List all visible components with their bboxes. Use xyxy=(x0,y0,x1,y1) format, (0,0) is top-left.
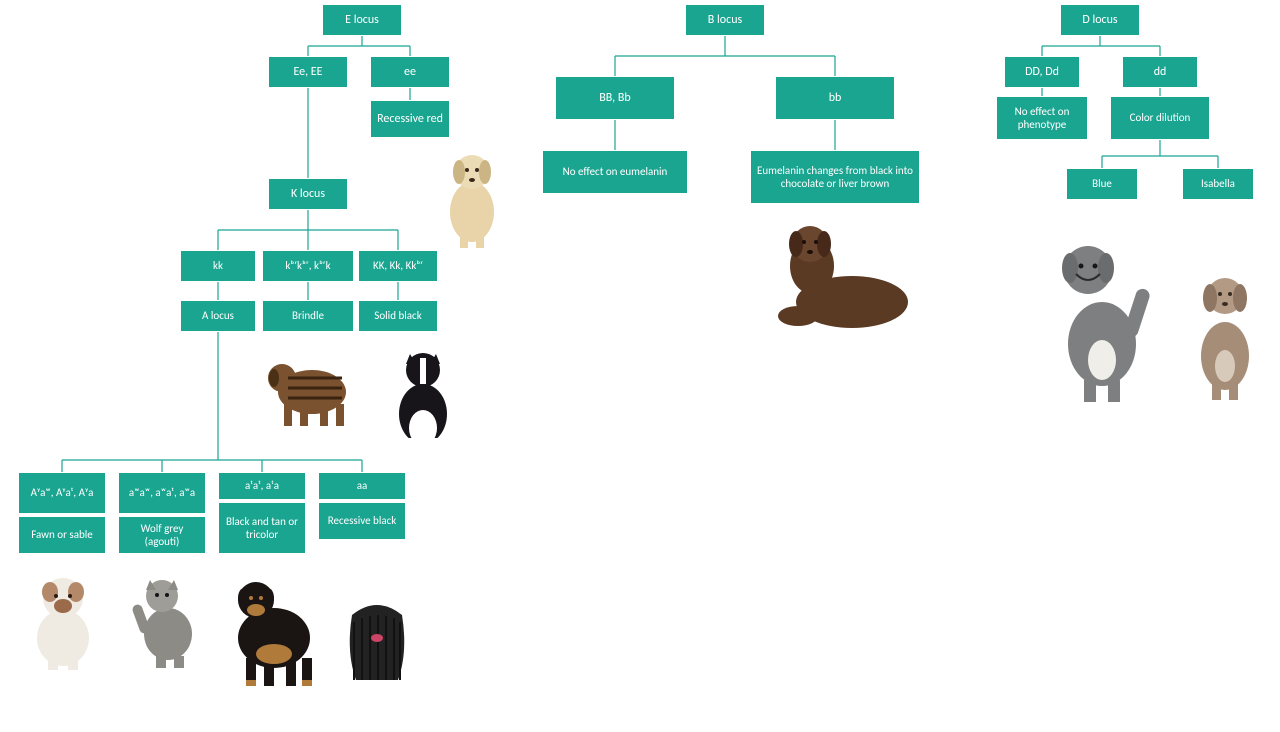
k-kbr-geno: kᵇʳkᵇʳ, kᵇʳk xyxy=(262,250,354,282)
brindle-dog xyxy=(258,342,358,432)
b-locus-root: B locus xyxy=(685,4,765,36)
isabella-dog xyxy=(1180,254,1270,404)
label: aᵗaᵗ, aᵗa xyxy=(245,479,279,492)
d-blue: Blue xyxy=(1066,168,1138,200)
d-locus-root: D locus xyxy=(1060,4,1140,36)
label: K locus xyxy=(291,187,325,201)
solid-black-dog xyxy=(378,340,468,450)
blue-dog xyxy=(1028,216,1168,406)
k-kk-geno: kk xyxy=(180,250,256,282)
label: Aᵞaʷ, Aᵞaᵗ, Aᵞa xyxy=(31,486,94,499)
e-locus-root: E locus xyxy=(322,4,402,36)
b-BB-geno: BB, Bb xyxy=(555,76,675,120)
d-dd-pheno: Color dilution xyxy=(1110,96,1210,140)
label: dd xyxy=(1154,65,1167,79)
label: kᵇʳkᵇʳ, kᵇʳk xyxy=(285,259,330,272)
b-bb-pheno: Eumelanin changes from black into chocol… xyxy=(750,150,920,204)
label: Fawn or sable xyxy=(31,528,93,541)
a-aa-pheno: Recessive black xyxy=(318,502,406,540)
a-aw-pheno: Wolf grey (agouti) xyxy=(118,516,206,554)
label: ee xyxy=(404,65,416,79)
label: DD, Dd xyxy=(1025,65,1059,79)
d-isabella: Isabella xyxy=(1182,168,1254,200)
d-dd-geno: dd xyxy=(1122,56,1198,88)
label: bb xyxy=(829,91,842,105)
e-right-pheno: Recessive red xyxy=(370,100,450,138)
k-KK-geno: KK, Kk, Kkᵇʳ xyxy=(358,250,438,282)
label: D locus xyxy=(1082,13,1117,27)
agouti-dog xyxy=(120,568,210,673)
k-KK-pheno: Solid black xyxy=(358,300,438,332)
label: E locus xyxy=(345,13,379,27)
fawn-sable-dog xyxy=(18,564,108,674)
label: kk xyxy=(213,259,223,272)
label: No effect on eumelanin xyxy=(563,165,668,178)
label: BB, Bb xyxy=(599,91,630,105)
label: Isabella xyxy=(1201,177,1235,190)
e-left-geno: Ee, EE xyxy=(268,56,348,88)
label: Blue xyxy=(1092,177,1112,190)
label: Recessive black xyxy=(328,514,397,527)
label: Solid black xyxy=(374,309,421,322)
label: Brindle xyxy=(292,309,324,322)
a-aw-geno: aʷaʷ, aʷaᵗ, aʷa xyxy=(118,472,206,514)
label: Recessive red xyxy=(377,112,443,126)
label: aa xyxy=(357,479,368,492)
a-at-pheno: Black and tan or tricolor xyxy=(218,502,306,554)
a-locus-root: A locus xyxy=(180,300,256,332)
chocolate-dog xyxy=(760,216,920,336)
label: aʷaʷ, aʷaᵗ, aʷa xyxy=(129,486,195,499)
d-DD-pheno: No effect on phenotype xyxy=(996,96,1088,140)
e-right-geno: ee xyxy=(370,56,450,88)
a-aa-geno: aa xyxy=(318,472,406,500)
a-Ay-pheno: Fawn or sable xyxy=(18,516,106,554)
k-kbr-pheno: Brindle xyxy=(262,300,354,332)
black-tan-dog xyxy=(216,562,326,692)
label: Wolf grey (agouti) xyxy=(123,522,201,548)
label: No effect on phenotype xyxy=(1001,105,1083,131)
d-DD-geno: DD, Dd xyxy=(1004,56,1080,88)
recessive-red-dog xyxy=(432,140,512,250)
a-Ay-geno: Aᵞaʷ, Aᵞaᵗ, Aᵞa xyxy=(18,472,106,514)
b-bb-geno: bb xyxy=(775,76,895,120)
label: KK, Kk, Kkᵇʳ xyxy=(373,259,423,272)
recessive-black-dog xyxy=(332,580,422,690)
b-BB-pheno: No effect on eumelanin xyxy=(542,150,688,194)
k-locus-root: K locus xyxy=(268,178,348,210)
label: B locus xyxy=(708,13,742,27)
a-at-geno: aᵗaᵗ, aᵗa xyxy=(218,472,306,500)
label: Ee, EE xyxy=(293,65,322,79)
label: A locus xyxy=(202,309,234,322)
label: Black and tan or tricolor xyxy=(223,515,301,541)
label: Eumelanin changes from black into chocol… xyxy=(755,164,915,190)
label: Color dilution xyxy=(1130,111,1191,124)
